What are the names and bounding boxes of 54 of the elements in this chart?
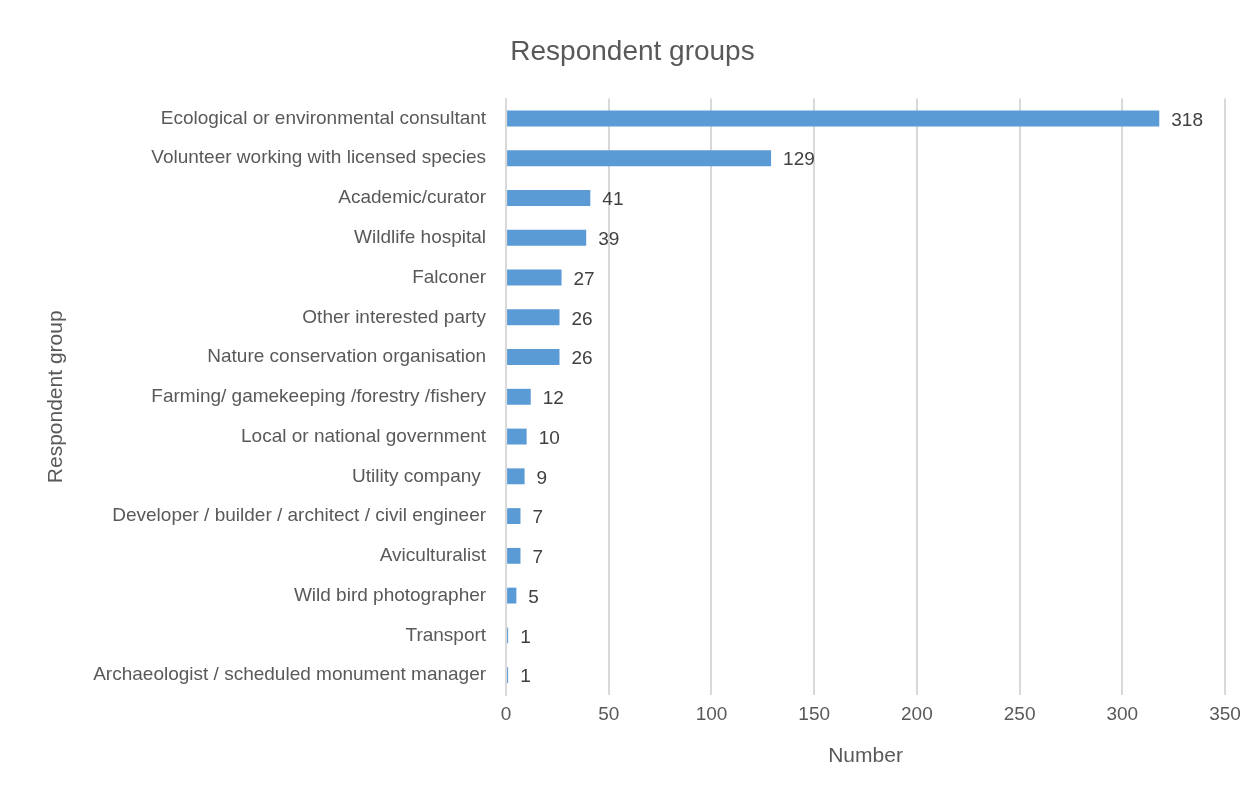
x-tick-label: 100: [695, 702, 728, 724]
y-tick-label: Volunteer working with licensed species: [151, 146, 487, 168]
y-tick-label: Other interested party: [302, 305, 487, 327]
data-label: 12: [542, 387, 564, 409]
data-label: 26: [571, 307, 593, 329]
data-label: 1: [520, 665, 531, 687]
data-label: 9: [536, 466, 548, 488]
data-label: 7: [532, 506, 544, 528]
bar: [507, 468, 525, 485]
y-tick-label: Wildlife hospital: [354, 225, 487, 247]
y-tick-label: Transport: [405, 623, 487, 645]
x-tick-label: 350: [1209, 702, 1241, 724]
data-label: 129: [783, 148, 815, 170]
bar: [507, 110, 1160, 127]
bar: [507, 587, 517, 604]
bar: [507, 190, 591, 206]
y-tick-label: Local or national government: [241, 424, 487, 446]
y-tick-label: Developer / builder / architect / civil engineer: [112, 504, 487, 526]
bar: [507, 150, 772, 167]
x-tick-label: 50: [598, 702, 620, 724]
chart-title: Respondent groups: [510, 34, 755, 66]
data-label: 5: [528, 585, 539, 607]
y-tick-label: Falconer: [412, 265, 487, 287]
x-tick-label: 250: [1003, 702, 1036, 724]
y-tick-label: Archaeologist / scheduled monument manager: [93, 663, 487, 685]
bar: [507, 309, 560, 326]
y-tick-label: Aviculturalist: [379, 544, 487, 566]
y-tick-label: Utility company: [351, 464, 487, 486]
x-tick-label: 200: [901, 702, 933, 724]
bar: [507, 388, 531, 405]
y-tick-label: Wild bird photographer: [293, 583, 487, 605]
x-axis-title: Number: [828, 743, 903, 767]
x-tick-label: 0: [500, 702, 512, 724]
bar: [507, 547, 521, 564]
bar: [507, 269, 562, 286]
data-label: 10: [538, 426, 560, 448]
y-axis-title: Respondent group: [43, 310, 67, 484]
x-tick-label: 150: [798, 702, 831, 724]
y-tick-label: Ecological or environmental consultant: [160, 106, 487, 128]
data-label: 1: [520, 625, 531, 647]
data-label: 318: [1171, 108, 1203, 130]
data-label: 7: [532, 546, 544, 568]
y-tick-label: Academic/curator: [338, 186, 487, 208]
data-label: 27: [573, 267, 595, 289]
x-tick-label: 300: [1106, 702, 1139, 724]
bar: [507, 349, 560, 365]
bar: [507, 428, 527, 445]
data-label: 26: [571, 347, 593, 369]
bar: [507, 229, 587, 246]
data-label: 41: [602, 188, 624, 210]
data-label: 39: [598, 227, 620, 249]
y-tick-label: Nature conservation organisation: [207, 345, 487, 367]
bar: [507, 508, 521, 525]
y-tick-label: Farming/ gamekeeping /forestry /fishery: [151, 385, 487, 407]
